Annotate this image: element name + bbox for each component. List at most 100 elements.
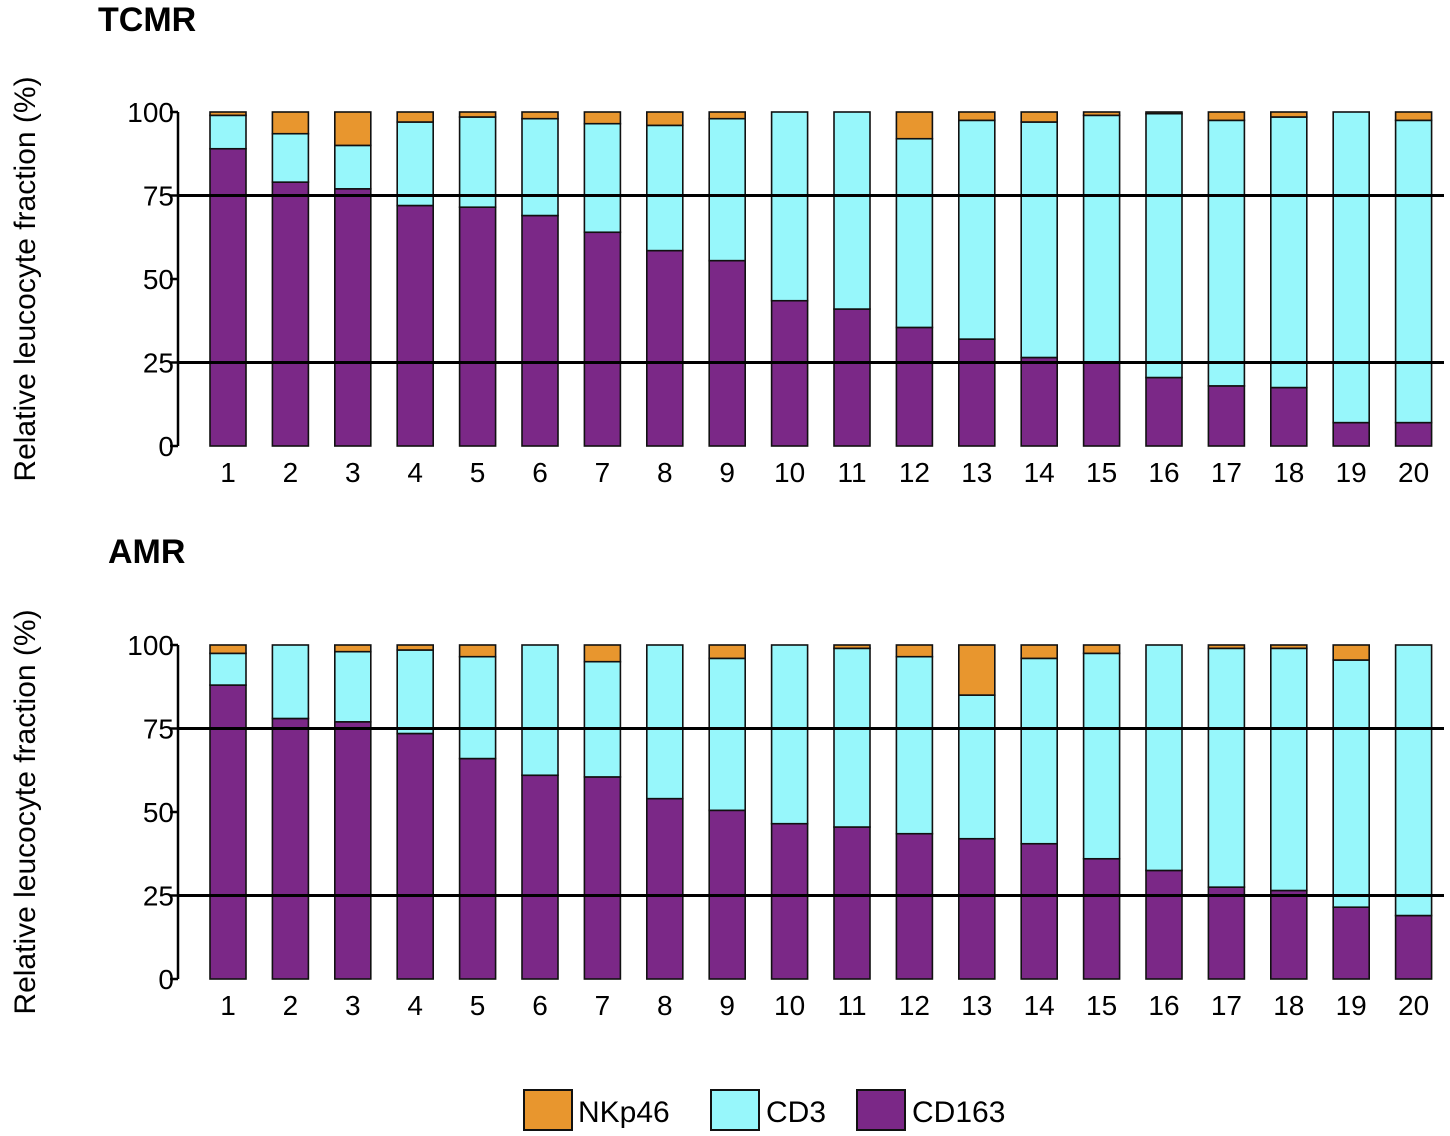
tcmr-bar-cd3-4 (396, 121, 435, 207)
amr-bar-cd3-15 (1082, 652, 1121, 860)
tcmr-bar-cd3-6 (521, 117, 559, 217)
tcmr-bar-nkp46-4 (396, 111, 435, 123)
tcmr-bar-nkp46-5 (458, 111, 497, 118)
legend-swatch-nkp46 (523, 1089, 573, 1131)
tcmr-bar-cd3-3 (333, 144, 372, 190)
tcmr-bar-nkp46-14 (1020, 111, 1059, 123)
legend-item-nkp46: NKp46 (523, 1089, 670, 1131)
amr-bar-cd3-7 (583, 660, 622, 778)
amr-x-tick-label: 11 (837, 990, 866, 1021)
amr-bar-cd163-3 (333, 721, 372, 980)
tcmr-bar-nkp46-20 (1394, 111, 1433, 122)
amr-bar-cd3-19 (1332, 659, 1370, 908)
amr-bar-cd163-11 (833, 826, 871, 980)
amr-bar-nkp46-13 (957, 644, 996, 696)
amr-y-tick-label: 50 (143, 797, 174, 828)
amr-bar-cd163-14 (1020, 842, 1059, 980)
amr-panel-title: AMR (108, 533, 185, 571)
tcmr-bar-nkp46-6 (521, 111, 559, 120)
legend: NKp46 CD3 CD163 (523, 1089, 1005, 1131)
amr-x-tick-label: 20 (1398, 990, 1429, 1021)
amr-bar-cd3-6 (521, 644, 559, 777)
amr-bar-cd163-17 (1207, 886, 1246, 980)
tcmr-bar-cd3-10 (770, 111, 809, 302)
amr-bar-nkp46-1 (209, 644, 247, 655)
tcmr-bar-cd163-10 (770, 299, 809, 447)
tcmr-bar-cd163-9 (708, 259, 747, 447)
amr-x-tick-label: 1 (220, 990, 236, 1021)
tcmr-x-tick-label: 4 (407, 457, 423, 488)
tcmr-bar-cd163-11 (833, 308, 871, 447)
tcmr-bar-nkp46-15 (1082, 111, 1121, 117)
tcmr-bar-cd163-15 (1082, 361, 1121, 447)
tcmr-bar-cd3-16 (1145, 112, 1183, 379)
tcmr-bar-cd3-19 (1332, 111, 1370, 424)
tcmr-x-tick-label: 18 (1273, 457, 1304, 488)
tcmr-bar-cd3-8 (645, 124, 684, 252)
amr-bar-cd3-14 (1020, 657, 1059, 845)
amr-bar-cd3-17 (1207, 647, 1246, 888)
amr-bar-nkp46-17 (1207, 644, 1246, 650)
tcmr-bar-cd163-1 (209, 147, 247, 447)
tcmr-bar-cd3-12 (895, 137, 934, 329)
tcmr-x-tick-label: 6 (532, 457, 548, 488)
amr-bar-cd3-20 (1394, 644, 1433, 917)
amr-x-tick-label: 12 (899, 990, 930, 1021)
tcmr-y-axis-label: Relative leucocyte fraction (%) (9, 76, 42, 481)
tcmr-x-tick-label: 11 (837, 457, 866, 488)
amr-bar-cd3-13 (957, 694, 996, 840)
tcmr-bar-cd3-14 (1020, 121, 1059, 359)
tcmr-bar-cd163-4 (396, 204, 435, 447)
amr-x-tick-label: 14 (1024, 990, 1055, 1021)
amr-x-tick-label: 8 (657, 990, 673, 1021)
amr-bar-cd3-1 (209, 652, 247, 686)
tcmr-bar-nkp46-1 (209, 111, 247, 117)
tcmr-x-tick-label: 14 (1024, 457, 1055, 488)
tcmr-panel: TCMR Relative leucocyte fraction (%) 025… (9, 1, 1444, 488)
tcmr-bar-nkp46-17 (1207, 111, 1246, 122)
amr-bar-cd163-1 (209, 684, 247, 980)
amr-bar-cd163-16 (1145, 869, 1183, 980)
amr-bar-nkp46-18 (1270, 644, 1308, 650)
tcmr-x-tick-label: 8 (657, 457, 673, 488)
amr-bar-cd3-11 (833, 647, 871, 828)
amr-bar-cd3-5 (458, 655, 497, 760)
tcmr-bar-cd3-15 (1082, 114, 1121, 364)
legend-label-cd163: CD163 (912, 1096, 1005, 1129)
amr-x-tick-label: 15 (1086, 990, 1117, 1021)
tcmr-x-tick-label: 9 (719, 457, 735, 488)
amr-bar-cd3-12 (895, 655, 934, 835)
amr-y-tick-label: 75 (143, 714, 174, 745)
tcmr-bar-cd163-5 (458, 206, 497, 447)
tcmr-y-tick-label: 25 (143, 348, 174, 379)
tcmr-y-tick-label: 75 (143, 181, 174, 212)
tcmr-x-tick-label: 15 (1086, 457, 1117, 488)
tcmr-bar-cd163-2 (271, 181, 310, 447)
tcmr-bar-cd3-1 (209, 114, 247, 150)
legend-swatch-cd3 (710, 1089, 760, 1131)
amr-bar-cd163-5 (458, 757, 497, 980)
amr-bar-cd163-19 (1332, 906, 1370, 980)
amr-bar-nkp46-4 (396, 644, 435, 651)
tcmr-bar-nkp46-3 (333, 111, 372, 147)
amr-bar-cd163-8 (645, 797, 684, 980)
tcmr-y-tick-label: 50 (143, 264, 174, 295)
tcmr-bar-cd163-6 (521, 214, 559, 447)
amr-bar-cd163-13 (957, 837, 996, 980)
amr-x-tick-label: 2 (283, 990, 299, 1021)
amr-x-tick-label: 6 (532, 990, 548, 1021)
tcmr-bar-cd163-16 (1145, 376, 1183, 447)
amr-y-axis-label: Relative leucocyte fraction (%) (9, 609, 42, 1014)
tcmr-x-tick-label: 7 (595, 457, 611, 488)
tcmr-bar-cd163-3 (333, 188, 372, 447)
tcmr-x-tick-label: 3 (345, 457, 361, 488)
amr-bar-cd163-18 (1270, 889, 1308, 980)
amr-bar-nkp46-5 (458, 644, 497, 658)
tcmr-bar-cd163-17 (1207, 385, 1246, 447)
amr-bar-nkp46-7 (583, 644, 622, 663)
amr-bar-cd3-2 (271, 644, 310, 720)
legend-item-cd163: CD163 (856, 1089, 1005, 1131)
amr-bar-cd3-10 (770, 644, 809, 825)
tcmr-bar-cd163-13 (957, 338, 996, 447)
